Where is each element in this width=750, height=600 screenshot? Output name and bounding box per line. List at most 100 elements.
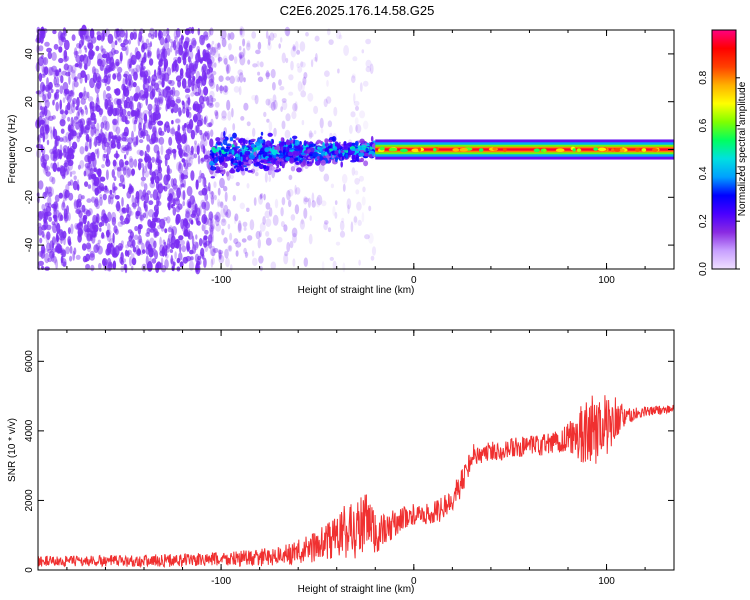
- heatmap-noise: [145, 96, 148, 106]
- heatmap-noise: [112, 118, 118, 126]
- heatmap-noise: [75, 254, 81, 260]
- heatmap-noise: [188, 44, 193, 53]
- heatmap-noise: [86, 198, 92, 203]
- heatmap-noise: [118, 159, 124, 168]
- heatmap-noise: [68, 238, 71, 246]
- heatmap-noise: [75, 54, 81, 63]
- heatmap-noise: [174, 251, 177, 260]
- heatmap-noise: [185, 106, 192, 111]
- heatmap-noise: [48, 81, 53, 90]
- heatmap-sparse-noise: [265, 98, 271, 106]
- heatmap-sparse-noise: [292, 232, 297, 244]
- heatmap-noise: [38, 260, 44, 266]
- heatmap-noise: [112, 260, 117, 270]
- heatmap-noise: [193, 153, 198, 159]
- heatmap-doppler-signal: [232, 140, 236, 143]
- heatmap-noise: [84, 35, 91, 42]
- heatmap-noise: [166, 174, 171, 181]
- heatmap-sparse-noise: [272, 81, 276, 91]
- heatmap-noise: [54, 83, 61, 88]
- heatmap-noise: [196, 257, 201, 265]
- heatmap-noise: [73, 50, 80, 56]
- heatmap-noise: [189, 218, 193, 224]
- heatmap-sparse-noise: [330, 183, 334, 189]
- heatmap-noise: [204, 138, 208, 147]
- chart-title: C2E6.2025.176.14.58.G25: [280, 3, 435, 18]
- heatmap-doppler-signal: [244, 150, 251, 155]
- heatmap-noise: [90, 36, 97, 44]
- heatmap-noise: [189, 249, 194, 255]
- heatmap-noise: [140, 180, 145, 187]
- heatmap-noise: [196, 119, 203, 127]
- heatmap-noise: [171, 63, 175, 73]
- heatmap-noise: [131, 194, 135, 205]
- heatmap-noise: [174, 45, 178, 57]
- heatmap-noise: [159, 218, 166, 229]
- heatmap-noise: [206, 95, 210, 106]
- heatmap-noise: [126, 167, 132, 177]
- heatmap-noise: [137, 248, 141, 255]
- heatmap-noise: [192, 241, 199, 251]
- heatmap-noise: [138, 122, 142, 131]
- heatmap-noise: [77, 164, 81, 170]
- heatmap-doppler-signal: [245, 156, 249, 161]
- heatmap-doppler-signal: [268, 155, 273, 159]
- heatmap-doppler-signal: [278, 168, 281, 172]
- heatmap-noise: [208, 122, 213, 128]
- heatmap-noise: [47, 196, 52, 206]
- heatmap-noise: [95, 203, 100, 210]
- heatmap-doppler-signal: [240, 156, 243, 162]
- heatmap-doppler-signal: [294, 157, 298, 161]
- heatmap-noise: [141, 57, 147, 63]
- heatmap-doppler-signal: [226, 171, 230, 177]
- heatmap-sparse-noise: [215, 83, 219, 92]
- heatmap-sparse-noise: [237, 220, 242, 232]
- heatmap-noise: [52, 99, 55, 106]
- heatmap-sparse-noise: [228, 245, 233, 253]
- heatmap-doppler-signal: [215, 153, 218, 157]
- heatmap-sparse-noise: [218, 75, 224, 82]
- heatmap-sparse-noise: [223, 204, 229, 216]
- heatmap-noise: [160, 89, 165, 97]
- heatmap-noise: [55, 135, 61, 142]
- heatmap-noise: [159, 96, 164, 105]
- heatmap-carrier-speckle: [652, 148, 659, 152]
- heatmap-noise: [61, 114, 67, 119]
- heatmap-noise: [159, 67, 164, 73]
- heatmap-noise: [60, 258, 67, 267]
- heatmap-doppler-signal: [282, 149, 286, 156]
- heatmap-noise: [206, 130, 211, 141]
- heatmap-noise: [96, 93, 99, 103]
- heatmap-noise: [162, 73, 166, 82]
- heatmap-noise: [148, 109, 152, 118]
- heatmap-noise: [204, 217, 209, 226]
- heatmap-sparse-noise: [300, 218, 304, 225]
- heatmap-sparse-noise: [305, 31, 309, 37]
- heatmap-noise: [107, 223, 111, 233]
- heatmap-noise: [138, 139, 144, 144]
- heatmap-noise: [84, 105, 87, 110]
- heatmap-noise: [76, 62, 82, 68]
- heatmap-sparse-noise: [214, 109, 219, 117]
- heatmap-noise: [45, 224, 52, 231]
- heatmap-noise: [99, 227, 102, 232]
- heatmap-noise: [124, 32, 128, 43]
- heatmap-noise: [81, 35, 85, 46]
- heatmap-carrier-speckle: [399, 148, 408, 153]
- heatmap-sparse-noise: [213, 181, 217, 189]
- heatmap-noise: [105, 158, 111, 167]
- heatmap-carrier-speckle: [492, 147, 498, 151]
- heatmap-noise: [176, 187, 182, 199]
- heatmap-noise: [90, 105, 95, 116]
- heatmap-sparse-noise: [295, 187, 301, 195]
- heatmap-noise: [134, 47, 139, 57]
- heatmap-sparse-noise: [257, 238, 261, 249]
- heatmap-noise: [185, 63, 189, 72]
- heatmap-noise: [101, 48, 107, 55]
- heatmap-noise: [105, 56, 109, 67]
- heatmap-noise: [70, 65, 77, 74]
- heatmap-noise: [100, 234, 106, 239]
- heatmap-noise: [169, 249, 174, 253]
- heatmap-noise: [68, 192, 74, 201]
- heatmap-doppler-signal: [328, 153, 332, 156]
